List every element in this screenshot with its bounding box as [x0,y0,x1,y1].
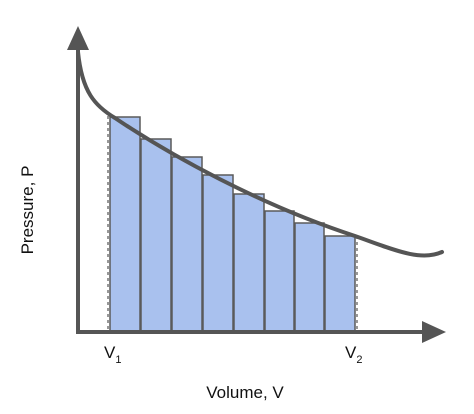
bar [264,210,295,333]
bar [202,174,234,333]
bar [109,116,141,333]
x-axis-label: Volume, V [206,383,284,402]
bar [233,193,265,333]
v1-label: V1 [104,343,121,366]
x-axis-arrow [422,321,446,343]
bar [171,156,203,333]
y-axis-label: Pressure, P [18,166,37,255]
bar [140,138,172,333]
v2-label: V2 [345,343,362,366]
bars [109,116,356,333]
bar [294,222,325,333]
pressure-curve [76,50,444,258]
bar [324,235,356,333]
y-axis-arrow [67,26,89,50]
